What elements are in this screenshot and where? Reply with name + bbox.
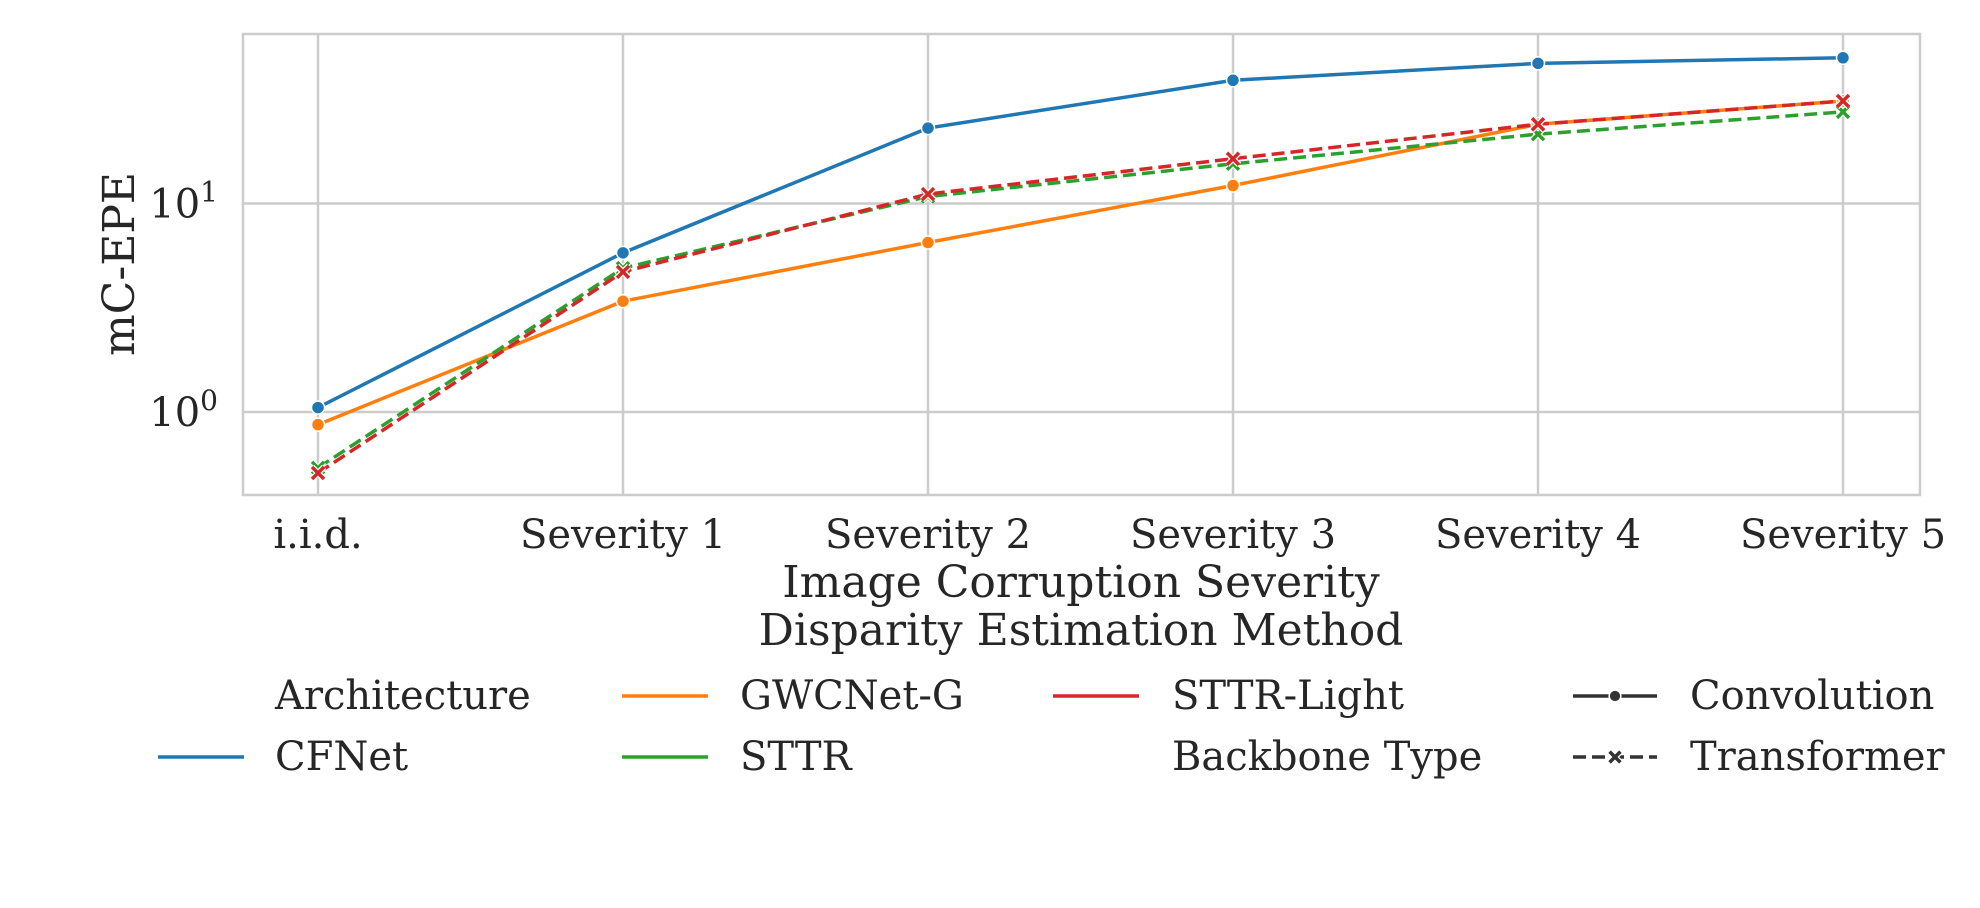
- x-tick-label: Severity 2: [825, 512, 1031, 558]
- legend-backbone-heading: Backbone Type: [1172, 734, 1482, 780]
- series-gwcnet-g: [310, 93, 1851, 432]
- point-marker: [614, 263, 632, 281]
- legend-item: STTR-Light: [1053, 673, 1404, 719]
- series-sttr: [309, 103, 1852, 476]
- legend: Disparity Estimation Method Architecture…: [158, 605, 1946, 780]
- x-tick-label: Severity 1: [520, 512, 726, 558]
- point-marker: [1225, 178, 1241, 193]
- series-line: [317, 99, 1844, 427]
- series-line: [317, 56, 1844, 410]
- point-marker: [1835, 50, 1851, 66]
- point-marker: [1834, 92, 1852, 110]
- point-marker: [1530, 56, 1546, 71]
- legend-label: GWCNet-G: [740, 673, 964, 719]
- legend-item: STTR: [622, 734, 854, 780]
- point-marker: [1529, 116, 1547, 133]
- point-marker: [1225, 73, 1241, 88]
- point-marker: [920, 235, 936, 250]
- series-line: [317, 110, 1844, 470]
- series-cfnet: [310, 50, 1851, 415]
- legend-title: Disparity Estimation Method: [759, 605, 1404, 656]
- x-tick-labels: i.i.d. Severity 1 Severity 2 Severity 3 Seve…: [273, 512, 1946, 558]
- x-tick-label: Severity 4: [1435, 512, 1641, 558]
- point-marker: [615, 293, 631, 309]
- point-marker: [309, 464, 327, 482]
- point-marker: [1607, 749, 1623, 765]
- series-layer: [309, 50, 1852, 482]
- legend-label: Transformer: [1690, 734, 1946, 780]
- y-tick-label: 101: [149, 176, 218, 228]
- legend-item: CFNet: [158, 734, 408, 780]
- legend-architecture-heading: Architecture: [274, 673, 531, 719]
- x-tick-label: Severity 3: [1130, 512, 1336, 558]
- x-axis-title: Image Corruption Severity: [782, 557, 1380, 608]
- legend-item: Convolution: [1573, 673, 1934, 719]
- point-marker: [920, 120, 936, 136]
- x-tick-label: i.i.d.: [273, 512, 362, 558]
- point-marker: [1224, 150, 1242, 167]
- legend-entries: CFNet GWCNet-G STTR STTR-Light Convolution Tr…: [158, 673, 1946, 780]
- legend-label: STTR: [740, 734, 854, 780]
- legend-label: STTR-Light: [1172, 673, 1404, 719]
- legend-label: CFNet: [275, 734, 408, 780]
- point-marker: [615, 245, 631, 261]
- legend-item: GWCNet-G: [622, 673, 964, 719]
- legend-label: Convolution: [1690, 673, 1934, 719]
- legend-item: Transformer: [1573, 734, 1946, 780]
- y-tick-labels: 100 101: [149, 176, 218, 437]
- point-marker: [310, 417, 326, 432]
- point-marker: [919, 185, 937, 203]
- point-marker: [310, 400, 326, 415]
- point-marker: [1608, 689, 1622, 703]
- x-tick-label: Severity 5: [1740, 512, 1946, 558]
- y-axis-title: mC-EPE: [94, 172, 145, 356]
- series-line: [317, 99, 1844, 475]
- y-tick-label: 100: [149, 384, 218, 436]
- plot-area: [241, 32, 1922, 497]
- series-sttr-light: [309, 92, 1852, 482]
